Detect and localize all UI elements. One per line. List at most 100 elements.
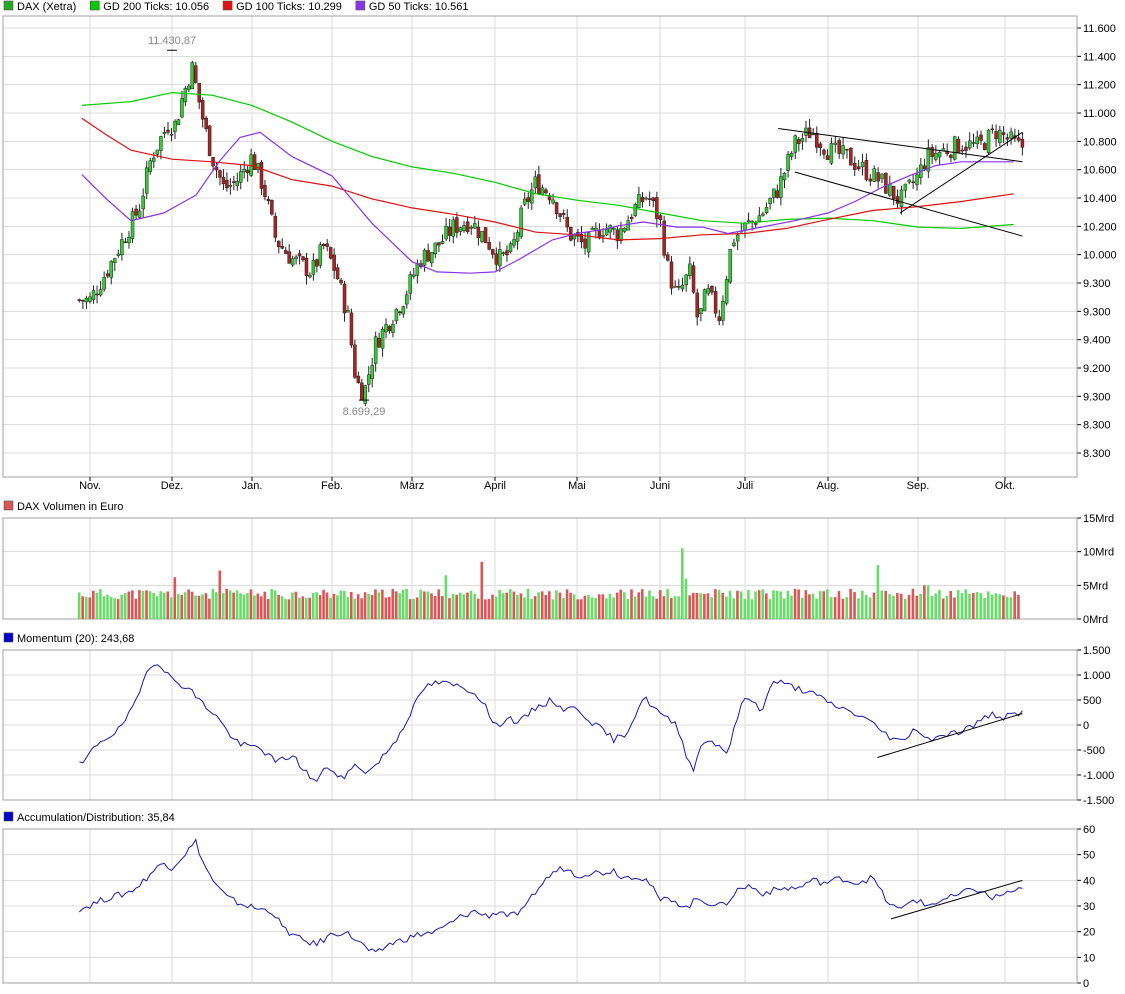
volume-bar — [640, 589, 644, 619]
y-tick-label: 9.300 — [1083, 278, 1111, 290]
volume-bar — [644, 596, 648, 619]
candle-body — [558, 213, 562, 217]
volume-bar — [462, 594, 466, 619]
volume-bar — [113, 598, 116, 619]
indicator-line — [78, 838, 1023, 953]
moving-average-gd-200 — [81, 91, 1014, 230]
y-tick-label: -1.000 — [1083, 770, 1114, 782]
candle-body — [702, 289, 707, 312]
candle-body — [422, 249, 427, 266]
candle-body — [782, 172, 787, 181]
candle-body — [277, 240, 281, 247]
volume-bar — [754, 591, 757, 619]
candle-body — [797, 139, 801, 145]
candle-body — [721, 301, 725, 321]
candle-body — [688, 263, 692, 276]
volume-bar — [318, 595, 322, 619]
y-tick-label: -500 — [1083, 745, 1105, 757]
volume-bar — [569, 592, 572, 619]
panel-frame — [2, 649, 1078, 801]
candle-body — [612, 227, 616, 230]
candle-body — [1020, 138, 1025, 148]
candle-body — [360, 382, 364, 401]
candle-body — [315, 259, 319, 267]
volume-bar — [256, 593, 260, 619]
candle-body — [159, 136, 163, 151]
x-tick-label: April — [484, 480, 506, 492]
candle-body — [134, 208, 138, 216]
candle-body — [162, 132, 167, 134]
candle-body — [408, 274, 413, 294]
volume-bar — [990, 594, 994, 619]
candle-body — [462, 225, 466, 231]
panel-title: Accumulation/Distribution: 35,84 — [17, 812, 175, 824]
volume-bar — [377, 592, 381, 619]
volume-bar — [899, 593, 903, 619]
candle-body — [684, 274, 688, 286]
candle-body — [458, 227, 463, 232]
candle-body — [444, 225, 448, 240]
candle-body — [512, 239, 516, 246]
candle-body — [583, 238, 587, 249]
candle-body — [895, 196, 900, 204]
panel-1: 11.600 11.400 11.200 11.000 10.800 10.600 10.4… — [2, 15, 1117, 478]
y-tick-label: 1.500 — [1083, 645, 1111, 657]
volume-bar — [857, 598, 860, 619]
candle-body — [818, 143, 823, 149]
volume-bar — [437, 589, 441, 619]
candle-body — [1005, 137, 1010, 140]
volume-bar — [926, 585, 930, 619]
candle-body — [102, 277, 106, 290]
panel-frame — [2, 15, 1078, 478]
y-tick-label: 10 — [1083, 952, 1095, 964]
candle-body — [123, 241, 128, 243]
candle-body — [197, 82, 201, 103]
volume-bar — [325, 592, 329, 619]
volume-bar — [480, 561, 484, 619]
volume-bar — [346, 597, 350, 619]
volume-bar — [273, 590, 277, 619]
volume-bar — [509, 589, 512, 619]
candle-body — [746, 220, 751, 222]
volume-bar — [786, 590, 790, 619]
volume-bar — [394, 591, 398, 619]
volume-bar — [934, 593, 937, 619]
candle-body — [728, 249, 733, 283]
volume-bar — [134, 598, 138, 619]
candle-body — [945, 150, 949, 155]
candle-body — [304, 257, 309, 277]
candle-body — [633, 204, 638, 217]
volume-bar — [923, 585, 926, 619]
candle-body — [476, 226, 481, 239]
volume-bar — [915, 595, 919, 619]
volume-bar — [336, 595, 339, 619]
volume-bar — [583, 595, 587, 619]
candle-body — [884, 172, 888, 194]
trend-line — [794, 171, 1023, 237]
volume-bar — [253, 595, 256, 619]
y-tick-label: 0 — [1083, 720, 1089, 732]
candle-body — [322, 243, 326, 246]
candle-body — [825, 155, 830, 160]
volume-bar — [505, 592, 509, 619]
candle-body — [779, 176, 783, 198]
y-tick-label: 8.300 — [1083, 448, 1111, 460]
candle-body — [640, 196, 645, 203]
volume-bar — [956, 590, 960, 619]
candle-body — [95, 293, 99, 296]
volume-bar — [658, 590, 662, 619]
volume-bar — [99, 589, 102, 619]
candle-body — [332, 254, 336, 271]
candle-body — [713, 291, 718, 314]
volume-bar — [343, 590, 346, 619]
candle-body — [155, 149, 160, 155]
volume-bar — [225, 588, 229, 619]
volume-bar — [308, 597, 312, 619]
volume-bar — [187, 589, 190, 619]
volume-bar — [162, 592, 166, 619]
x-tick-label: Jan. — [242, 480, 263, 492]
candle-body — [601, 235, 605, 237]
volume-bar — [159, 591, 162, 619]
volume-bar — [81, 596, 84, 619]
trend-line — [778, 127, 1023, 163]
